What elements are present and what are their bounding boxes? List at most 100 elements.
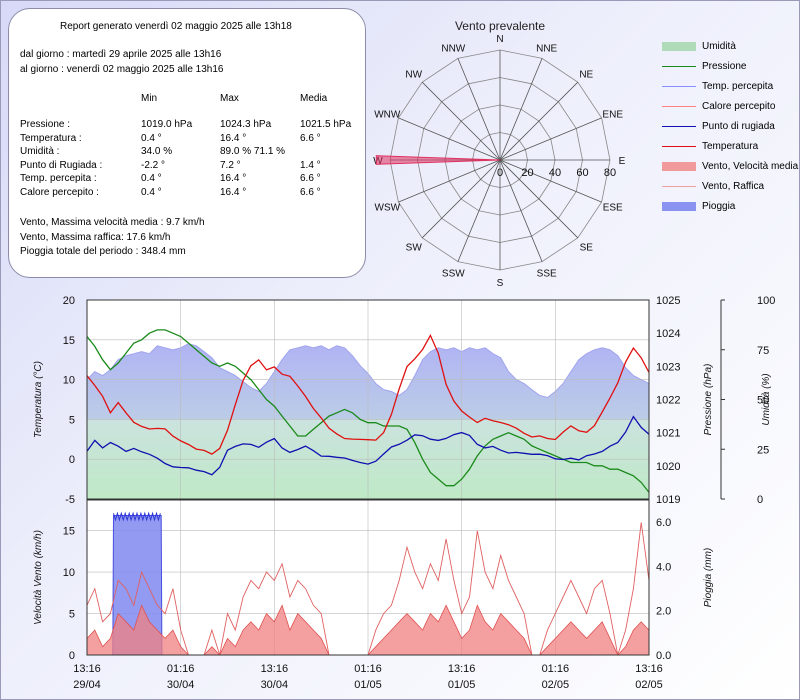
legend-item: Temp. percepita (660, 81, 800, 93)
radar-direction-label: NE (579, 70, 593, 81)
x-tick-date: 30/04 (261, 679, 289, 691)
chart1-ytick-left: 5 (69, 414, 75, 426)
radar-direction-label: ENE (602, 109, 623, 120)
report-cell-max: 16.4 ° (220, 173, 247, 184)
radar-direction-label: SE (580, 242, 594, 253)
chart1-ytick-left: 10 (63, 375, 75, 387)
radar-spoke (398, 117, 501, 161)
header-max: Max (220, 93, 239, 104)
report-cell-min: -2.2 ° (141, 159, 166, 171)
legend-swatch (662, 42, 696, 51)
report-footer-wind-gust: Vento, Massima raffica: 17.6 km/h (20, 232, 171, 243)
report-cell-label: Punto di Rugiada : (20, 159, 103, 171)
chart1-ytick-humidity: 50 (757, 395, 769, 407)
report-cell-label: Pressione : (20, 119, 71, 130)
report-cell-min: 0.4 ° (141, 173, 162, 184)
chart1-ytick-humidity: 25 (757, 444, 769, 456)
report-cell-min: 0.4 ° (141, 132, 162, 144)
report-cell-avg: 1021.5 hPa (300, 119, 352, 130)
radar-direction-label: N (496, 34, 503, 45)
radar-tick-label: 20 (521, 167, 533, 179)
x-tick-date: 01/05 (448, 679, 476, 691)
x-tick-time: 13:16 (261, 663, 289, 675)
report-cell-avg: 1.4 ° (300, 159, 321, 171)
legend-label: Punto di rugiada (702, 121, 775, 132)
legend-swatch (662, 86, 696, 87)
report-cell-max: 16.4 ° (220, 186, 247, 198)
radar-spoke (421, 81, 501, 161)
report-footer-wind-avg: Vento, Massima velocità media : 9.7 km/h (20, 217, 205, 228)
rain-top-line (113, 511, 161, 522)
chart1-ytick-pressure: 1025 (656, 295, 680, 307)
legend-item: Pioggia (660, 201, 800, 213)
chart1-ytick-pressure: 1021 (656, 428, 680, 440)
legend-item: Vento, Velocità media (660, 161, 800, 173)
legend-item: Temperatura (660, 141, 800, 153)
chart1-ytick-left: 0 (69, 454, 75, 466)
radar-spoke (398, 159, 501, 203)
legend-item: Pressione (660, 61, 800, 73)
chart1-ytick-humidity: 75 (757, 345, 769, 357)
legend-swatch (662, 126, 696, 127)
chart1-ytick-humidity: 0 (757, 494, 763, 506)
x-tick-date: 01/05 (354, 679, 382, 691)
chart2-ytick-left: 5 (69, 609, 75, 621)
radar-tick-label: 80 (604, 167, 616, 179)
chart1-ytick-left: 20 (63, 295, 75, 307)
header-avg: Media (300, 93, 328, 104)
report-cell-min: 1019.0 hPa (141, 119, 193, 130)
radar-spoke (499, 159, 543, 262)
radar-direction-label: NNE (536, 43, 557, 54)
header-min: Min (141, 93, 158, 104)
report-from: dal giorno : martedì 29 aprile 2025 alle… (20, 49, 222, 60)
radar-tick-label: 40 (549, 167, 561, 179)
legend-label: Pioggia (702, 201, 736, 212)
report-cell-label: Temp. percepita : (20, 173, 97, 184)
report-cell-max: 7.2 ° (220, 159, 241, 171)
x-tick-date: 02/05 (542, 679, 570, 691)
chart1-ytick-left: 15 (63, 335, 75, 347)
radar-spoke (499, 81, 579, 161)
legend-label: Vento, Velocità media (702, 161, 799, 172)
chart1-yaxis-label-humidity: Umidità (%) (761, 373, 772, 425)
radar-spoke (457, 159, 501, 262)
radar-title: Vento prevalente (455, 19, 545, 33)
x-tick-date: 29/04 (73, 679, 101, 691)
x-tick-time: 01:16 (354, 663, 382, 675)
chart1-ytick-pressure: 1024 (656, 328, 680, 340)
chart2-ytick-rain: 0.0 (656, 650, 671, 662)
legend-label: Vento, Raffica (702, 181, 765, 192)
chart1-border (86, 299, 650, 500)
report-cell-label: Umidità : (20, 146, 60, 157)
chart1-ytick-pressure: 1019 (656, 494, 680, 506)
legend-item: Calore percepito (660, 101, 800, 113)
legend-swatch (662, 66, 696, 67)
series-line-temperatura (86, 333, 650, 455)
legend-swatch (662, 202, 696, 211)
chart1-ytick-pressure: 1020 (656, 461, 680, 473)
series-line-pressione (86, 329, 650, 493)
x-tick-time: 01:16 (542, 663, 570, 675)
radar-direction-label: SSE (537, 269, 557, 280)
radar-spoke (499, 117, 602, 161)
report-cell-avg: 6.6 ° (300, 173, 321, 184)
legend-swatch (662, 106, 696, 107)
legend-item: Vento, Raffica (660, 181, 800, 193)
report-cell-min: 34.0 % (141, 146, 173, 157)
report-panel: Report generato venerdì 02 maggio 2025 a… (8, 8, 366, 278)
chart1-yaxis-label-pressure: Pressione (hPa) (703, 364, 714, 436)
radar-direction-label: S (497, 278, 504, 289)
radar-direction-label: NNW (441, 43, 465, 54)
chart1-ytick-humidity: 100 (757, 295, 775, 307)
x-tick-time: 13:16 (448, 663, 476, 675)
radar-spoke (499, 159, 579, 239)
radar-direction-label: SSW (442, 269, 465, 280)
radar-tick-label: 60 (576, 167, 588, 179)
legend-label: Umidità (702, 41, 736, 52)
radar-spoke (457, 58, 501, 161)
radar-direction-label: SW (406, 242, 423, 253)
chart1-ytick-left: -5 (65, 494, 75, 506)
legend-label: Temperatura (702, 141, 759, 152)
legend-swatch (662, 162, 696, 171)
